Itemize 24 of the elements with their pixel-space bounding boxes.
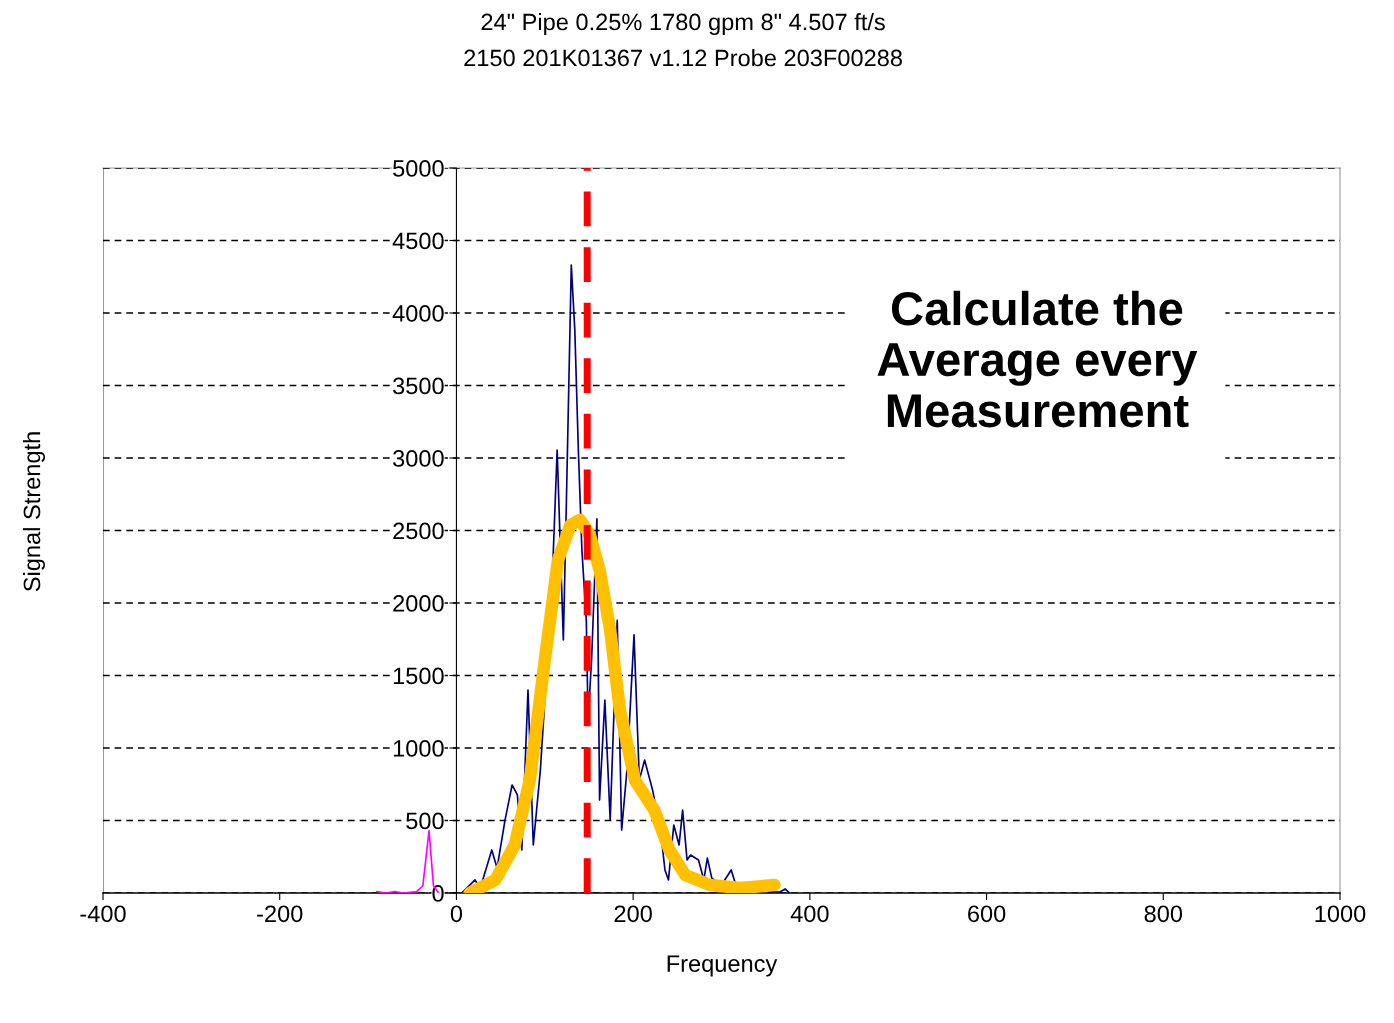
x-tick-label: 800 — [1144, 905, 1183, 923]
x-tick-label: 200 — [614, 905, 652, 923]
y-tick-label: 0 — [432, 885, 444, 902]
y-tick-label: 2500 — [393, 522, 444, 540]
y-tick-label: 1500 — [393, 667, 444, 685]
annotation: Calculate the Average every Measurement — [877, 290, 1198, 428]
y-tick-label: 4500 — [392, 232, 444, 250]
y-tick-label: 500 — [406, 812, 444, 830]
x-tick-label: 400 — [790, 905, 829, 923]
x-tick-label: -400 — [80, 905, 126, 923]
x-tick-label: -200 — [257, 905, 303, 923]
y-tick-label: 5000 — [393, 160, 444, 177]
y-tick-label: 4000 — [392, 305, 444, 322]
y-tick-label: 3500 — [393, 377, 444, 395]
y-tick-label: 1000 — [393, 740, 444, 757]
x-tick-label: 600 — [968, 905, 1006, 923]
x-tick-label: 1000 — [1315, 905, 1366, 923]
x-tick-label: 0 — [450, 905, 463, 923]
x-axis-title: Frequency — [667, 955, 778, 977]
chart-subtitle: 2150 201K01367 v1.12 Probe 203F00288 — [464, 49, 902, 67]
chart-title: 24" Pipe 0.25% 1780 gpm 8" 4.507 ft/s — [481, 13, 885, 35]
y-tick-label: 3000 — [393, 450, 444, 467]
y-tick-label: 2000 — [393, 595, 444, 612]
y-axis-title: Signal Strength — [22, 432, 45, 592]
